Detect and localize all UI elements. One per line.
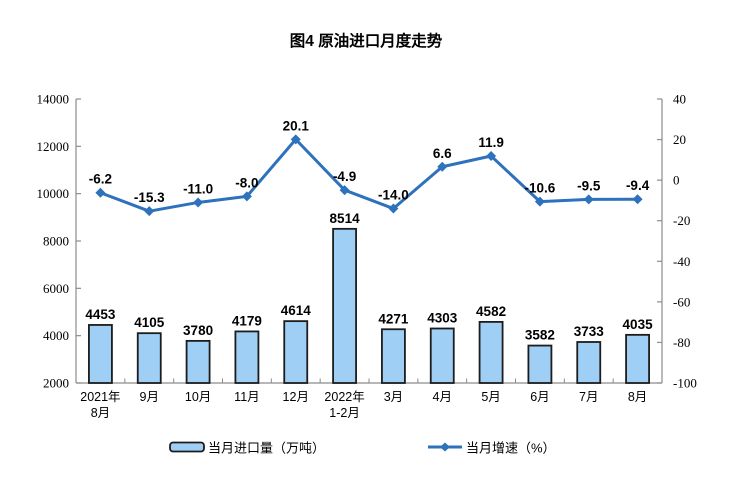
line-point [437,161,448,172]
y-axis-right-label: 20 [673,132,686,147]
legend-line-label: 当月增速（%） [466,441,556,456]
y-axis-left-label: 12000 [37,139,70,154]
x-axis-label: 12月 [283,390,309,404]
y-axis-right-label: -60 [673,294,690,309]
bar-value-label: 4271 [378,311,409,326]
line-value-label: -15.3 [134,190,165,205]
bar-value-label: 4453 [85,307,116,322]
y-axis-left-label: 6000 [43,281,69,296]
bar [625,333,650,384]
bar-value-label: 3733 [574,324,605,339]
bar [332,227,357,384]
line-value-label: -9.4 [626,178,650,193]
bar [283,320,309,384]
legend-bar-label: 当月进口量（万吨） [208,441,325,456]
line-point [95,187,106,198]
bar-value-label: 4105 [134,315,165,330]
bar [88,324,113,384]
chart-title: 图4 原油进口月度走势 [290,31,443,50]
line-point [241,191,252,202]
bar [527,344,553,384]
bar-value-label: 4303 [427,310,458,325]
y-axis-right-label: 40 [673,92,686,107]
line-value-label: 6.6 [433,146,452,161]
bar [381,328,406,384]
line-point [486,151,497,162]
line-value-label: -4.9 [333,169,356,184]
y-axis-left-label: 4000 [43,328,69,343]
bar [478,320,504,384]
bar-value-label: 4035 [623,317,654,332]
x-axis-label: 8月 [628,390,647,404]
y-axis-right-label: 0 [673,173,680,188]
line-value-label: -11.0 [183,181,213,196]
line-point [144,206,155,217]
y-axis-left-label: 10000 [37,186,70,201]
x-axis-label: 10月 [185,390,211,404]
y-axis-right-label: -20 [673,213,690,228]
bar-value-label: 3582 [525,328,555,343]
bar-value-label: 4614 [281,303,312,318]
y-axis-right-label: -40 [673,254,690,269]
legend: 当月进口量（万吨） 当月增速（%） [169,441,556,456]
line-value-label: -8.0 [235,175,258,190]
line-value-label: -9.5 [577,178,601,193]
line-value-label: 11.9 [478,135,504,150]
y-axis-left-label: 2000 [43,376,69,391]
line-point [193,197,204,208]
x-axis-label: 3月 [384,390,403,404]
line-point [290,134,301,145]
y-axis-right-label: -100 [673,376,697,391]
line-point [534,196,545,207]
x-axis-label: 2022年 1-2月 [324,390,364,420]
x-axis-label: 6月 [530,390,549,404]
line-value-label: -14.0 [378,188,409,203]
bar [185,339,211,384]
bar [136,332,162,384]
y-axis-left-label: 8000 [43,234,69,249]
bar-value-label: 4582 [476,304,506,319]
bar-swatch-icon [169,441,205,453]
bar-value-label: 8514 [330,211,361,226]
x-axis-label: 2021年 8月 [80,390,120,420]
y-axis-left-label: 14000 [37,92,70,107]
bar-value-label: 4179 [232,313,262,328]
y-axis-right-label: -80 [673,335,690,350]
line-marker-swatch-icon [440,442,450,452]
bar [234,330,260,384]
plot-area: 14000 12000 10000 8000 6000 4000 2000 40 20 0 -20 -… [37,92,697,421]
line-point [632,194,643,205]
line-point [388,203,399,214]
line-value-label: -10.6 [525,181,556,196]
line-value-label: -6.2 [89,172,112,187]
x-axis-label: 4月 [433,390,452,404]
bar [429,327,455,384]
x-axis-label: 9月 [140,390,159,404]
x-axis-label: 11月 [234,390,259,404]
bar [576,341,602,384]
line-point [339,185,350,196]
growth-line [98,137,640,213]
line-point [583,194,594,205]
x-axis-label: 7月 [579,390,598,404]
bar-value-label: 3780 [183,323,213,338]
x-axis-label: 5月 [481,390,500,404]
line-value-label: 20.1 [283,118,310,133]
